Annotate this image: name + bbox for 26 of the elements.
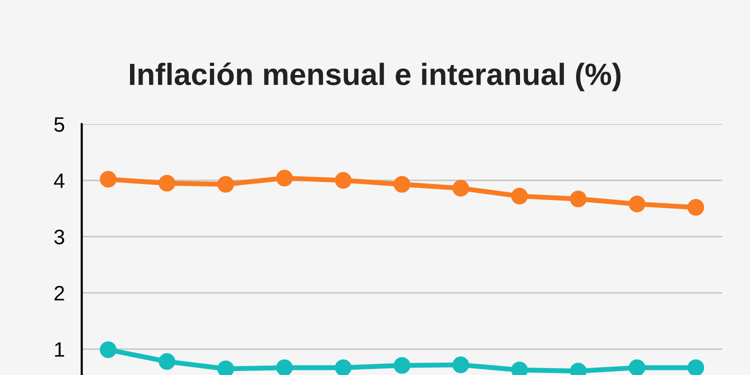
point [276, 170, 293, 186]
point [100, 341, 117, 358]
point [334, 172, 352, 189]
point [452, 356, 470, 374]
point [100, 170, 117, 188]
point [217, 176, 234, 193]
point [158, 174, 176, 192]
chart-title: Inflación mensual e interanual (%) [130, 62, 621, 92]
point [158, 353, 176, 370]
y-tick-label: 2 [54, 286, 64, 300]
point [334, 359, 352, 375]
y-tick-label: 4 [54, 174, 64, 188]
point [276, 359, 293, 375]
point [570, 190, 587, 208]
point [628, 196, 646, 212]
y-tick-label: 5 [54, 117, 64, 132]
point [394, 176, 410, 193]
point [511, 188, 528, 204]
point [217, 360, 234, 375]
point [628, 359, 646, 375]
point [452, 180, 470, 197]
point [687, 359, 704, 375]
y-tick-label: 1 [55, 342, 64, 357]
y-tick-label: 3 [54, 230, 64, 244]
point [687, 199, 704, 216]
point [394, 357, 410, 374]
